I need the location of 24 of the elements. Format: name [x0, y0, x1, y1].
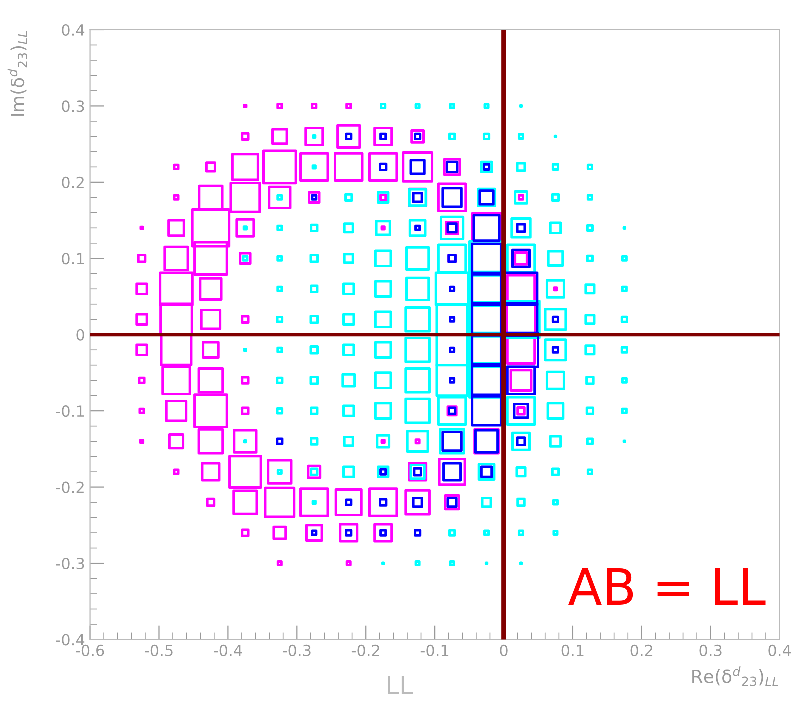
x-tick-label: -0.2 — [352, 644, 380, 656]
y-tick-label: 0.4 — [62, 24, 85, 36]
x-tick-label: -0.4 — [214, 644, 242, 656]
y-tick-label: 0.2 — [62, 176, 84, 188]
y-tick-label: 0.3 — [62, 100, 84, 112]
x-tick-label: -0.6 — [76, 644, 104, 656]
x-tick-label: -0.1 — [420, 644, 449, 656]
y-tick-label: 0 — [76, 329, 84, 341]
x-tick-label: 0.3 — [700, 644, 722, 656]
x-tick-label: 0.4 — [768, 644, 792, 656]
x-tick-label: -0.3 — [282, 644, 311, 656]
y-tick-label: -0.3 — [56, 558, 84, 570]
y-axis-title: Im(δ$^{d}$$_{23}$)$_{LL}$ — [8, 31, 28, 116]
x-tick-label: 0.1 — [562, 644, 584, 656]
x-tick-label: 0 — [500, 644, 508, 656]
x-axis-title: Re(δ$^{d}$$_{23}$)$_{LL}$ — [692, 666, 779, 686]
y-tick-label: 0.1 — [62, 253, 84, 265]
y-tick-label: -0.1 — [56, 406, 84, 418]
x-tick-label: 0.2 — [630, 644, 653, 656]
text: LL — [388, 676, 414, 695]
y-tick-label: -0.4 — [56, 634, 85, 646]
annotation: AB = LL — [568, 568, 766, 605]
y-tick-label: -0.2 — [56, 482, 84, 494]
x-tick-label: -0.5 — [145, 644, 173, 656]
